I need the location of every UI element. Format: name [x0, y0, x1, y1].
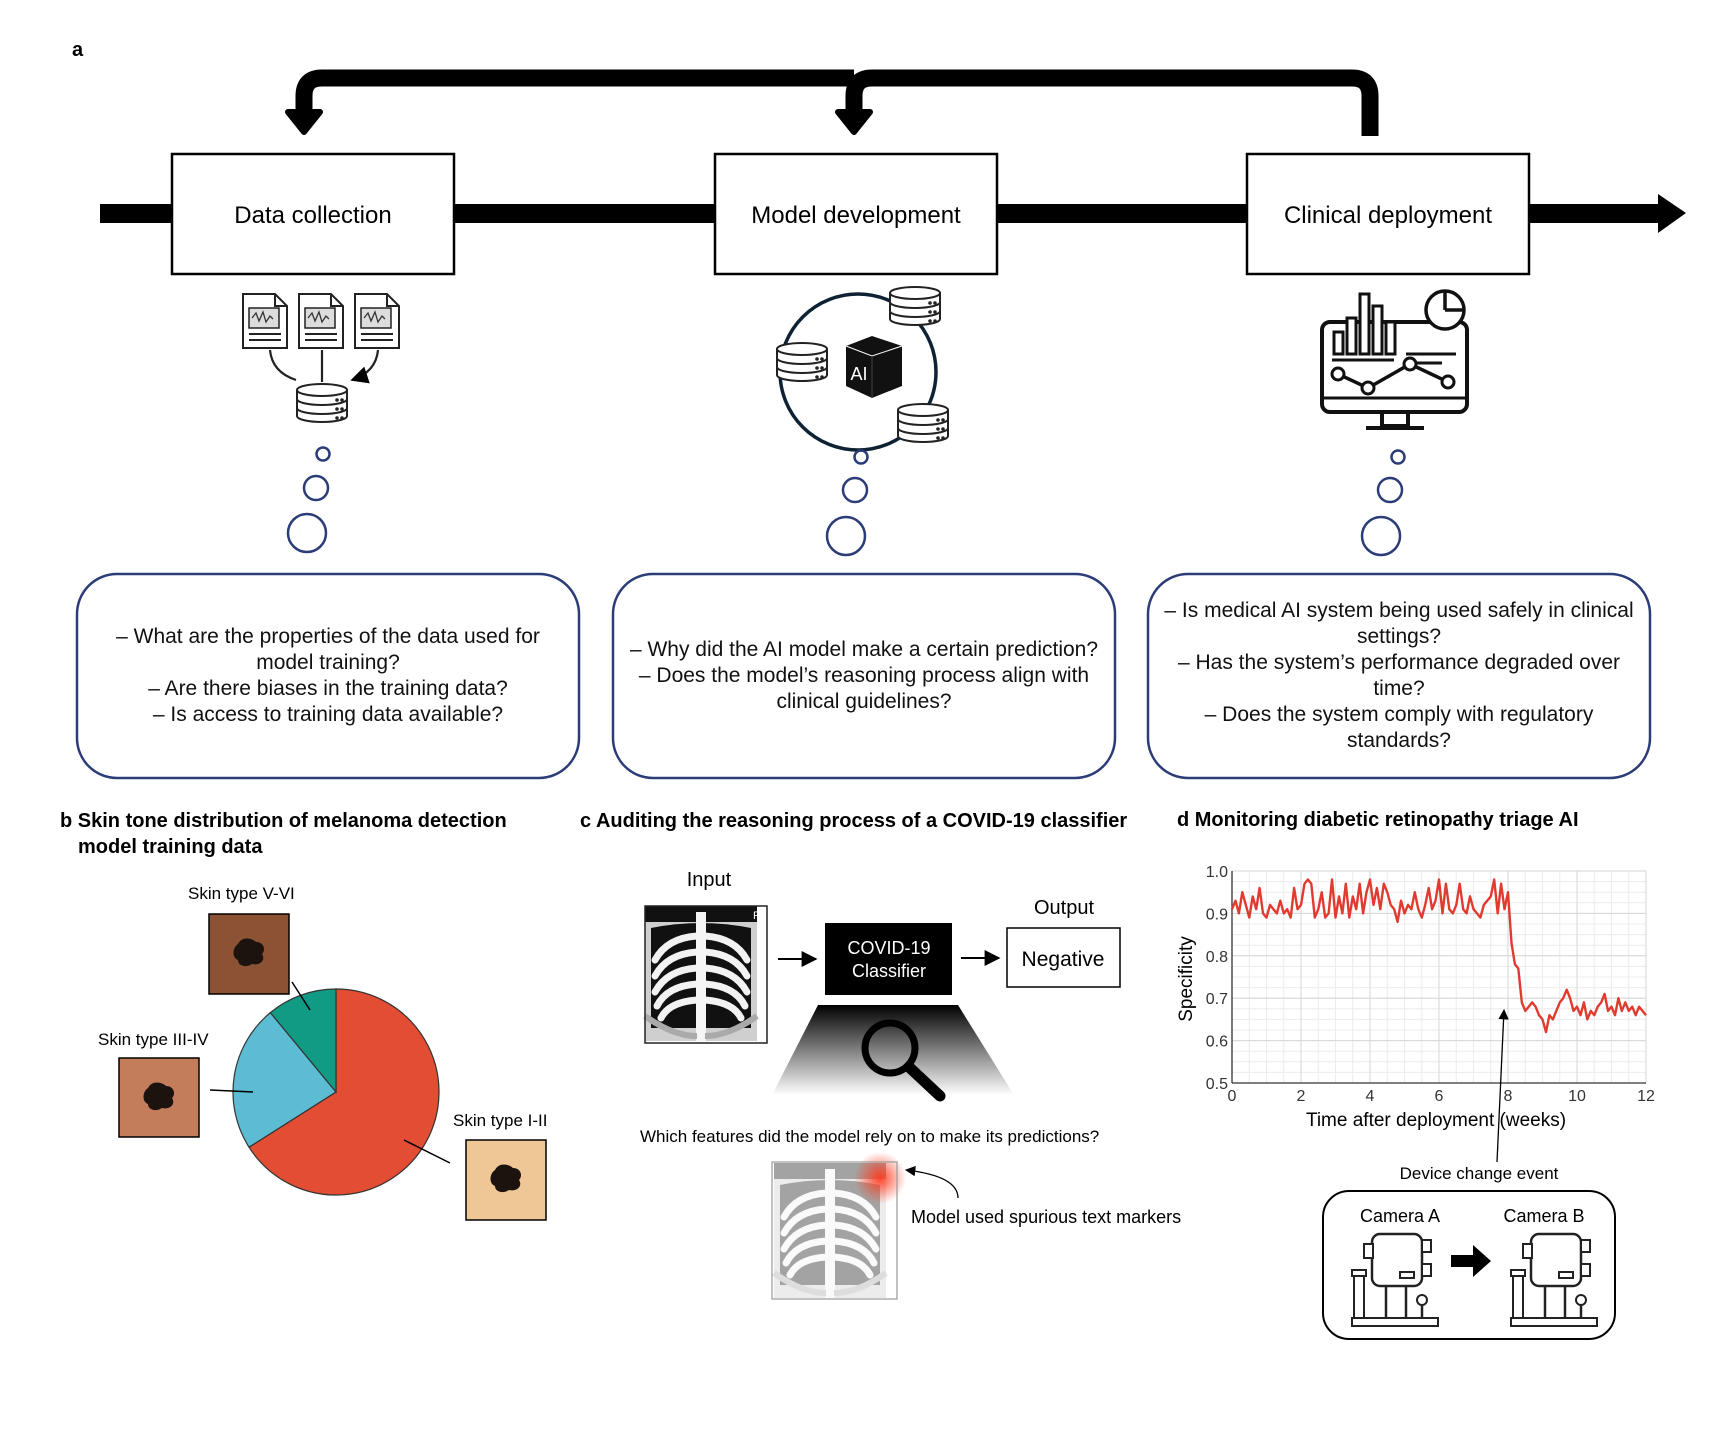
question-model-2: – Does the model’s reasoning process ali…	[638, 664, 1090, 713]
stage-label-model-development: Model development	[751, 202, 961, 229]
data-collection-icon	[242, 293, 400, 423]
x-tick-label: 4	[1366, 1088, 1375, 1105]
classifier-label-line1: COVID-19	[847, 938, 930, 958]
x-tick-label: 10	[1568, 1088, 1586, 1105]
arrowhead-to-data	[285, 109, 323, 135]
input-chest-xray: R	[645, 906, 768, 1043]
timeline-arrowhead	[1658, 194, 1686, 233]
panel-d-title: d Monitoring diabetic retinopathy triage…	[1177, 809, 1579, 831]
question-deploy-1: – Is medical AI system being used safely…	[1164, 599, 1634, 648]
magnifying-glass-icon	[861, 1019, 946, 1102]
device-change-pointer	[1496, 1008, 1509, 1163]
stage-box-data-collection	[170, 152, 456, 276]
x-tick-label: 6	[1435, 1088, 1444, 1105]
thought-bubbles-data	[286, 446, 331, 554]
question-data-2: – Are there biases in the training data?	[148, 677, 508, 700]
chart-x-axis-label: Time after deployment (weeks)	[1306, 1110, 1566, 1131]
classifier-label-line2: Classifier	[852, 961, 926, 981]
stage-box-model-development	[713, 152, 999, 276]
pie-label-iii-iv: Skin type III-IV	[98, 1030, 209, 1049]
specificity-series-line	[1230, 878, 1647, 1034]
camera-change-arrow	[1451, 1245, 1491, 1277]
model-development-icon: AI	[776, 286, 949, 452]
y-tick-label: 0.9	[1206, 906, 1228, 923]
annotation-text: Model used spurious text markers	[911, 1207, 1181, 1227]
y-tick-label: 0.7	[1206, 991, 1228, 1008]
questions-model-development: – Why did the AI model make a certain pr…	[621, 594, 1107, 758]
device-change-label: Device change event	[1400, 1164, 1559, 1183]
covid-classifier-box	[825, 923, 952, 995]
stage-label-clinical-deployment: Clinical deployment	[1284, 202, 1492, 229]
inspection-beam	[772, 1005, 1014, 1095]
question-deploy-2: – Has the system’s performance degraded …	[1177, 651, 1620, 700]
question-box-model	[611, 572, 1117, 780]
question-deploy-3: – Does the system comply with regulatory…	[1204, 703, 1594, 752]
x-tick-label: 12	[1637, 1088, 1655, 1105]
ai-cube-label: AI	[850, 364, 867, 384]
panel-b-title-line2: model training data	[78, 836, 263, 858]
xray-marker: R	[753, 910, 761, 922]
saliency-chest-xray	[770, 1152, 906, 1299]
leader-line-iii-iv	[209, 1089, 254, 1093]
panel-a-label: a	[72, 39, 84, 61]
panel-c-title: c Auditing the reasoning process of a CO…	[580, 810, 1127, 832]
question-box-data	[75, 572, 581, 780]
y-tick-label: 0.6	[1206, 1034, 1228, 1051]
question-data-1: – What are the properties of the data us…	[116, 625, 540, 674]
camera-a-label: Camera A	[1360, 1206, 1440, 1226]
question-model-1: – Why did the AI model make a certain pr…	[629, 638, 1099, 661]
skin-swatch-i-ii	[465, 1139, 547, 1221]
questions-data-collection: – What are the properties of the data us…	[105, 594, 551, 758]
annotation-arrow	[904, 1165, 959, 1199]
x-tick-label: 8	[1504, 1088, 1513, 1105]
leader-line-i-ii	[403, 1139, 451, 1164]
y-tick-label: 0.5	[1206, 1076, 1228, 1093]
question-data-3: – Is access to training data available?	[152, 703, 504, 726]
output-box	[1006, 927, 1121, 988]
x-tick-label: 2	[1297, 1088, 1306, 1105]
arrowhead-to-model	[835, 109, 873, 135]
thought-bubbles-deployment	[1360, 449, 1406, 557]
pie-slice-i-ii	[248, 988, 440, 1196]
question-box-deployment	[1146, 572, 1652, 780]
input-label: Input	[687, 869, 732, 891]
skin-swatch-v-vi-fill	[208, 913, 290, 995]
dashboard-monitor-icon	[1320, 289, 1469, 430]
stage-box-clinical-deployment	[1245, 152, 1531, 276]
feedback-arrow-to-model	[845, 69, 1379, 136]
y-tick-label: 0.8	[1206, 949, 1228, 966]
output-label: Output	[1034, 897, 1094, 919]
output-value: Negative	[1022, 948, 1105, 971]
pie-label-i-ii: Skin type I-II	[453, 1111, 547, 1130]
thought-bubbles-model	[825, 449, 869, 557]
pie-label-v-vi: Skin type V-VI	[188, 884, 295, 903]
x-tick-label: 0	[1228, 1088, 1237, 1105]
y-tick-label: 1.0	[1206, 864, 1228, 881]
feedback-arrow-to-data	[295, 69, 854, 118]
skin-swatch-iii-iv	[118, 1057, 200, 1138]
pie-slice-iii-iv	[232, 1011, 337, 1149]
feature-question: Which features did the model rely on to …	[640, 1127, 1099, 1146]
leader-line-v-vi	[291, 981, 311, 1011]
skin-swatch-v-vi	[208, 913, 290, 995]
stage-label-data-collection: Data collection	[234, 202, 391, 229]
panel-b-title-line1: b Skin tone distribution of melanoma det…	[60, 810, 507, 832]
questions-clinical-deployment: – Is medical AI system being used safely…	[1154, 594, 1644, 758]
specificity-line-chart: 0 2 4 6 8 10 12 0.5 0.6 0.7 0.8 0.9 1.0	[1206, 864, 1655, 1105]
chart-y-axis-label: Specificity	[1176, 936, 1197, 1022]
skin-tone-pie-chart	[232, 988, 440, 1196]
camera-b-label: Camera B	[1503, 1206, 1584, 1226]
